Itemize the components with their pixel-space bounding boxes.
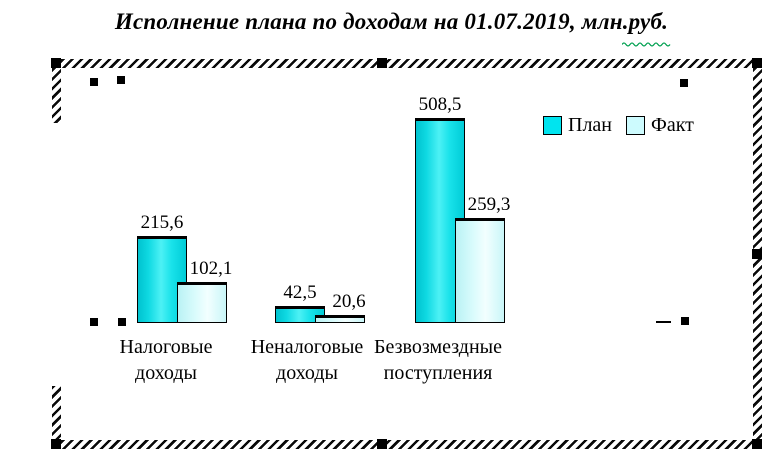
- plot-handle-bottom-right[interactable]: [681, 317, 689, 325]
- plot-handle-top-left-a[interactable]: [90, 78, 98, 86]
- frame-handle-top-right[interactable]: [752, 58, 762, 68]
- legend-label: План: [568, 114, 613, 136]
- axis-tick-dash: [656, 321, 671, 323]
- edit-border-bottom: [52, 440, 762, 449]
- legend-key-icon: [626, 115, 646, 135]
- category-label-3: Безвозмездные поступления: [374, 336, 502, 384]
- frame-handle-top-mid[interactable]: [377, 58, 387, 68]
- frame-handle-bottom-right[interactable]: [752, 439, 762, 449]
- chart-title[interactable]: Исполнение плана по доходам на 01.07.201…: [114, 9, 669, 34]
- plot-handle-top-right[interactable]: [680, 79, 688, 87]
- bar-fact-3[interactable]: [455, 218, 505, 323]
- spellcheck-squiggle-icon: [622, 42, 671, 47]
- bar-fact-1[interactable]: [177, 282, 227, 323]
- data-label-plan-1: 215,6: [140, 212, 184, 233]
- legend-item-plan[interactable]: План: [543, 114, 612, 136]
- legend-item-fact[interactable]: Факт: [626, 114, 694, 136]
- bar-fact-2[interactable]: [315, 315, 365, 323]
- legend-label: Факт: [651, 114, 694, 136]
- frame-handle-mid-right[interactable]: [752, 249, 762, 259]
- plot-handle-top-left-b[interactable]: [117, 76, 125, 84]
- category-label-1: Налоговые доходы: [119, 336, 213, 384]
- data-label-fact-3: 259,3: [467, 194, 511, 215]
- data-label-plan-3: 508,5: [418, 94, 462, 115]
- edit-border-left-upper: [52, 59, 61, 123]
- legend-key-icon: [543, 115, 562, 135]
- frame-handle-bottom-mid[interactable]: [377, 439, 387, 449]
- plot-handle-bottom-left-a[interactable]: [90, 318, 98, 326]
- frame-handle-bottom-left[interactable]: [51, 439, 61, 449]
- edit-border-top: [52, 59, 762, 68]
- data-label-fact-1: 102,1: [189, 258, 233, 279]
- edit-border-left-lower: [52, 386, 61, 449]
- data-label-fact-2: 20,6: [332, 291, 366, 312]
- bar-plan-2[interactable]: [275, 306, 325, 323]
- data-label-plan-2: 42,5: [283, 282, 317, 303]
- plot-handle-bottom-left-b[interactable]: [118, 318, 126, 326]
- frame-handle-top-left[interactable]: [51, 58, 61, 68]
- legend: План Факт: [543, 114, 694, 136]
- category-label-2: Неналоговые доходы: [250, 336, 364, 384]
